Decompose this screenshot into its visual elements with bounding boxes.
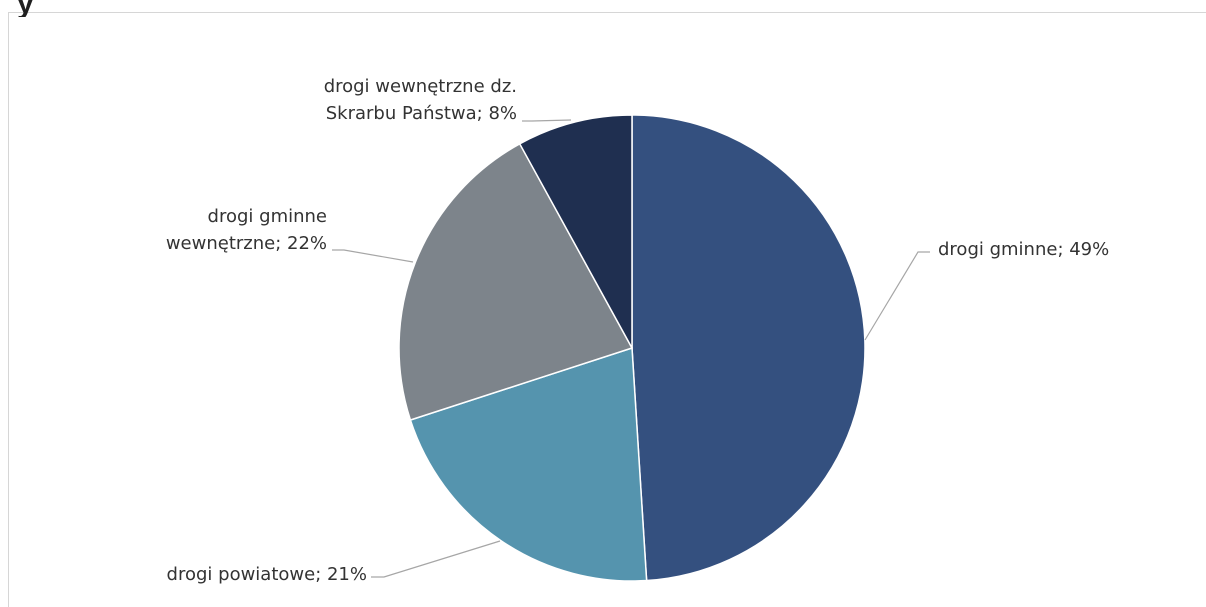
slice-label-3: drogi wewnętrzne dz. Skrarbu Państwa; 8% xyxy=(324,76,517,124)
pie-slice-1 xyxy=(409,346,648,582)
leader-line-0 xyxy=(864,251,930,341)
pie-slice-3 xyxy=(518,114,633,349)
pie-slice-0 xyxy=(631,114,866,582)
slice-label-1: drogi powiatowe; 21% xyxy=(167,564,367,585)
leader-line-1 xyxy=(371,540,501,578)
slice-label-2: drogi gminne wewnętrzne; 22% xyxy=(166,206,327,254)
leader-line-3 xyxy=(522,119,572,122)
pie-slices xyxy=(398,114,866,582)
chart-frame: y xyxy=(8,0,1206,607)
clipped-heading-fragment: y xyxy=(9,0,69,17)
pie-slice-2 xyxy=(398,142,634,421)
label-leader-lines xyxy=(332,119,930,578)
leader-line-2 xyxy=(332,249,414,263)
slice-label-0: drogi gminne; 49% xyxy=(938,239,1109,260)
slice-labels: drogi gminne; 49% drogi powiatowe; 21% dro… xyxy=(166,76,1109,585)
clipped-heading-text: y xyxy=(17,0,34,17)
